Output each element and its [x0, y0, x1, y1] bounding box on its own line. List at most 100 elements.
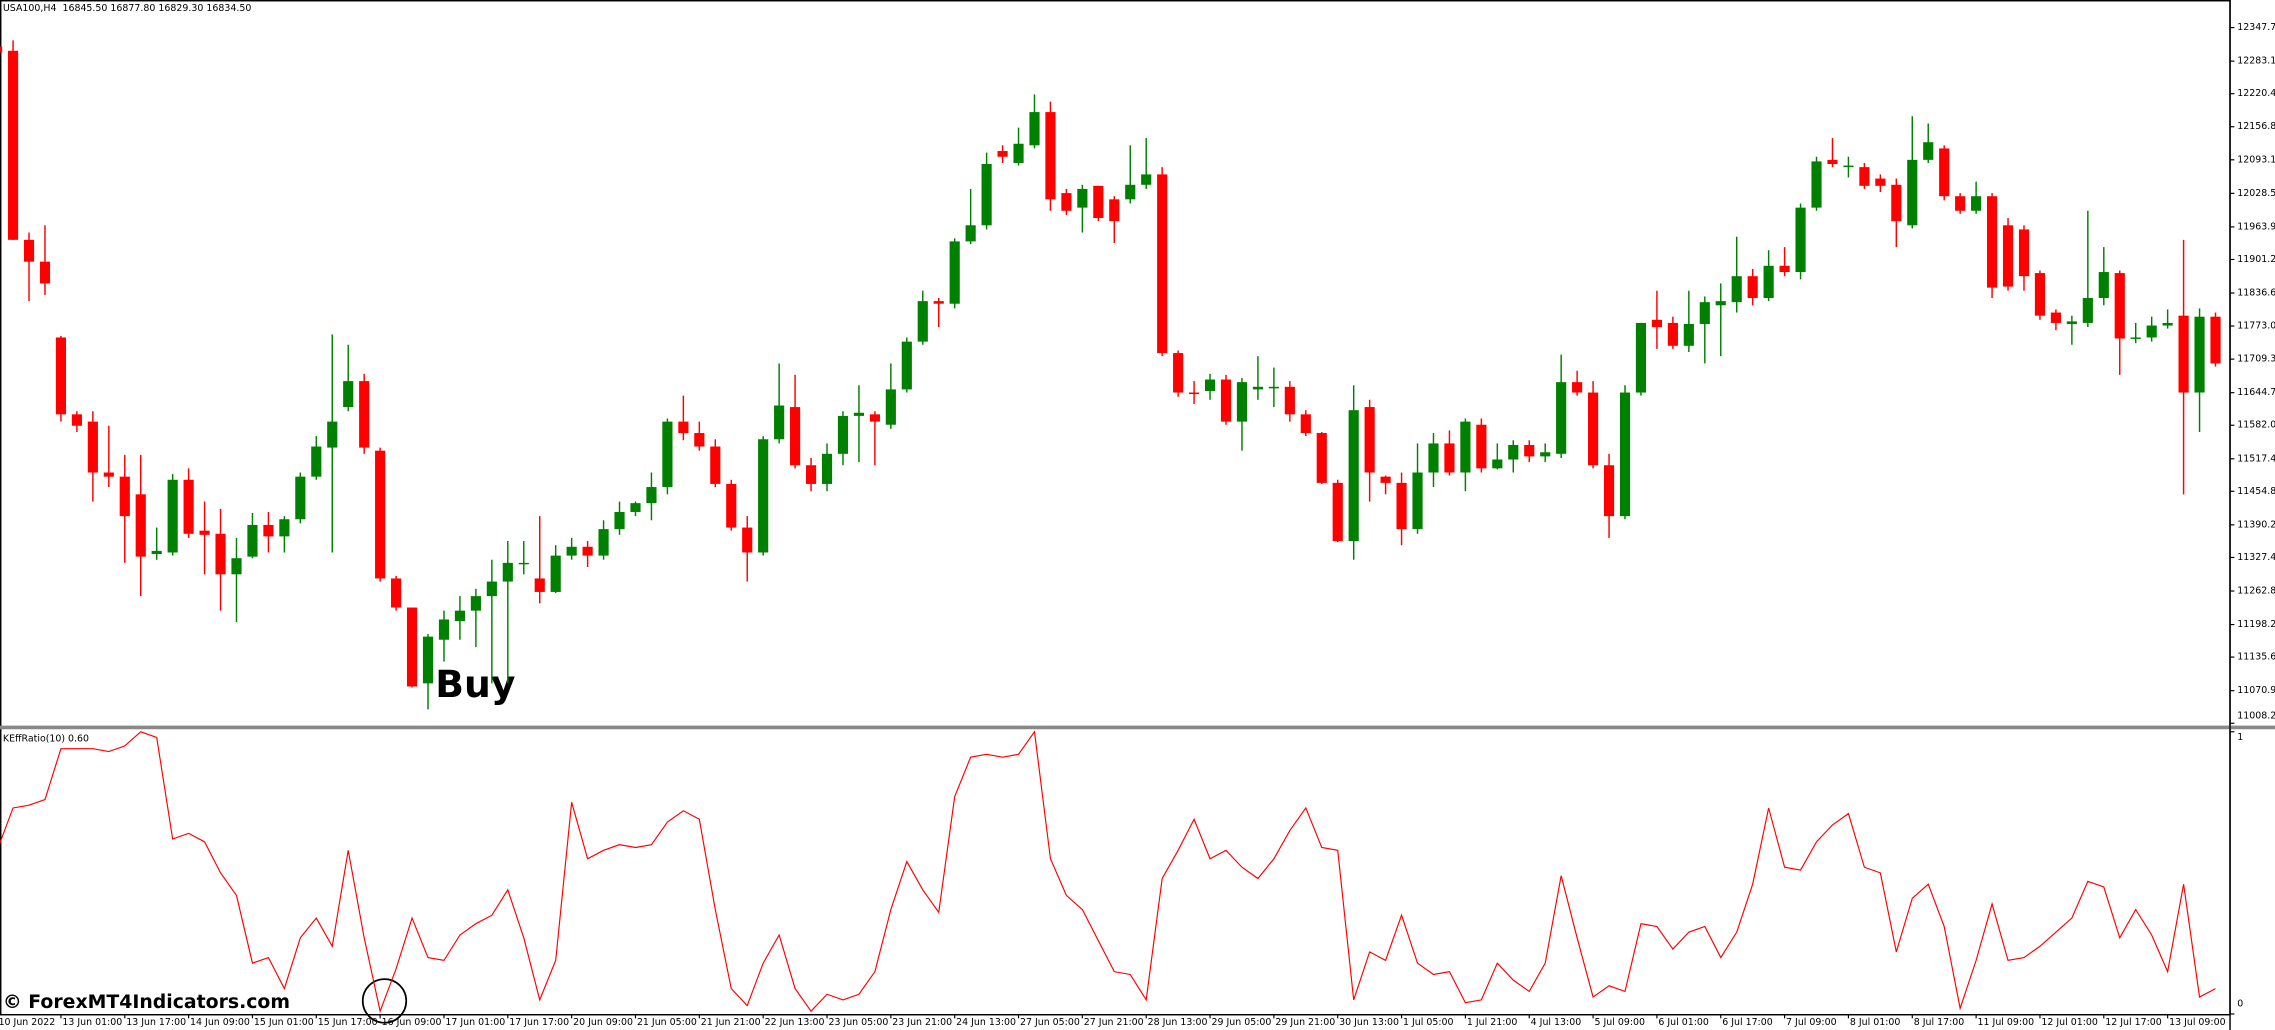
candle-body — [614, 511, 625, 530]
candle-body — [2050, 312, 2061, 323]
candle-body — [1476, 424, 1487, 469]
candle-body — [582, 546, 593, 556]
candle-body — [167, 479, 178, 553]
candle-body — [1986, 196, 1998, 288]
candle-body — [1045, 112, 1056, 200]
candle-body — [1013, 143, 1024, 163]
y-tick-label: 11963.90 — [2237, 221, 2275, 232]
x-tick-label: 16 Jun 09:00 — [382, 1017, 442, 1028]
x-tick-label: 24 Jun 13:00 — [956, 1017, 1016, 1028]
chart-title: USA100,H4 16845.50 16877.80 16829.30 168… — [3, 3, 251, 14]
candle-body — [199, 530, 210, 535]
candle-body — [2002, 225, 2014, 287]
candle-body — [1125, 184, 1136, 200]
candle-body — [1843, 165, 1854, 168]
candle-body — [1859, 167, 1870, 186]
candle-body — [1556, 382, 1567, 454]
y-tick-label: 12093.10 — [2237, 154, 2275, 165]
candle-body — [2178, 315, 2189, 393]
candle-body — [1189, 392, 1200, 395]
x-tick-label: 17 Jun 01:00 — [445, 1017, 505, 1028]
y-tick-label: 12156.80 — [2237, 121, 2275, 132]
candle-body — [151, 550, 162, 555]
x-tick-label: 29 Jun 21:00 — [1275, 1017, 1335, 1028]
x-tick-label: 23 Jun 05:00 — [828, 1017, 888, 1028]
candle-body — [805, 465, 817, 484]
candle-body — [1779, 265, 1790, 273]
x-tick-label: 13 Jun 01:00 — [62, 1017, 122, 1028]
candle-body — [1508, 444, 1519, 460]
x-tick-label: 29 Jun 05:00 — [1211, 1017, 1271, 1028]
candle-body — [55, 337, 67, 415]
x-tick-label: 15 Jun 01:00 — [254, 1017, 314, 1028]
candle-body — [1284, 386, 1295, 415]
candle-body — [774, 405, 785, 440]
candle-body — [2130, 337, 2141, 339]
candle-body — [917, 301, 928, 342]
y-tick-label: 11773.00 — [2237, 321, 2275, 332]
y-tick-label: 11836.60 — [2237, 288, 2275, 299]
candle-body — [1300, 414, 1311, 434]
candle-body — [534, 578, 545, 592]
x-tick-label: 17 Jun 17:00 — [509, 1017, 569, 1028]
candle-body — [87, 421, 98, 473]
x-tick-label: 22 Jun 13:00 — [765, 1017, 825, 1028]
candle-body — [1588, 392, 1599, 466]
candle-body — [885, 389, 896, 425]
x-tick-label: 12 Jul 01:00 — [2041, 1017, 2098, 1028]
candle-body — [406, 607, 418, 687]
candle-body — [231, 558, 242, 575]
candle-body — [1731, 276, 1742, 303]
candle-body — [869, 414, 880, 422]
y-tick-label: 11262.80 — [2237, 586, 2275, 597]
y-tick-label: 11198.20 — [2237, 619, 2275, 630]
candle-body — [901, 341, 912, 390]
x-tick-label: 30 Jun 13:00 — [1339, 1017, 1399, 1028]
candle-body — [1220, 379, 1232, 422]
candle-body — [566, 546, 577, 556]
y-tick-label: 11517.40 — [2237, 453, 2275, 464]
candle-body — [1603, 465, 1615, 517]
x-tick-label: 23 Jun 21:00 — [892, 1017, 952, 1028]
candle-body — [1619, 392, 1631, 517]
candle-body — [2018, 229, 2030, 277]
y-tick-label: 11901.20 — [2237, 254, 2275, 265]
candle-body — [1540, 452, 1551, 457]
candle-body — [1699, 302, 1710, 324]
x-tick-label: 1 Jul 05:00 — [1403, 1017, 1454, 1028]
candle-body — [2034, 273, 2046, 316]
x-tick-label: 4 Jul 13:00 — [1531, 1017, 1582, 1028]
x-tick-label: 6 Jul 01:00 — [1658, 1017, 1709, 1028]
candle-body — [933, 301, 944, 304]
candle-body — [422, 636, 434, 684]
candle-body — [502, 562, 513, 582]
y-tick-label: 12220.40 — [2237, 88, 2275, 99]
candle-body — [694, 433, 705, 447]
y-tick-label: 12283.10 — [2237, 56, 2275, 67]
candle-body — [23, 239, 35, 262]
candle-body — [1204, 379, 1216, 391]
candle-body — [1364, 407, 1375, 473]
candle-body — [1268, 386, 1279, 389]
candle-body — [1763, 265, 1774, 299]
candle-body — [742, 527, 753, 553]
candle-body — [1412, 472, 1423, 530]
candle-body — [790, 407, 801, 466]
candle-body — [853, 412, 865, 416]
candle-body — [1907, 159, 1918, 226]
candle-body — [375, 450, 386, 579]
candle-body — [2146, 325, 2157, 338]
candle-body — [1236, 382, 1248, 422]
candle-body — [1651, 319, 1662, 328]
candle-body — [1492, 459, 1503, 469]
candle-body — [1316, 433, 1327, 483]
candle-body — [39, 261, 51, 284]
candle-body — [1795, 207, 1806, 273]
candle-body — [2210, 316, 2221, 364]
candle-body — [630, 503, 641, 512]
x-tick-label: 1 Jul 21:00 — [1467, 1017, 1518, 1028]
x-tick-label: 10 Jun 2022 — [0, 1017, 55, 1028]
candle-body — [1029, 112, 1040, 146]
candle-body — [2082, 298, 2093, 323]
